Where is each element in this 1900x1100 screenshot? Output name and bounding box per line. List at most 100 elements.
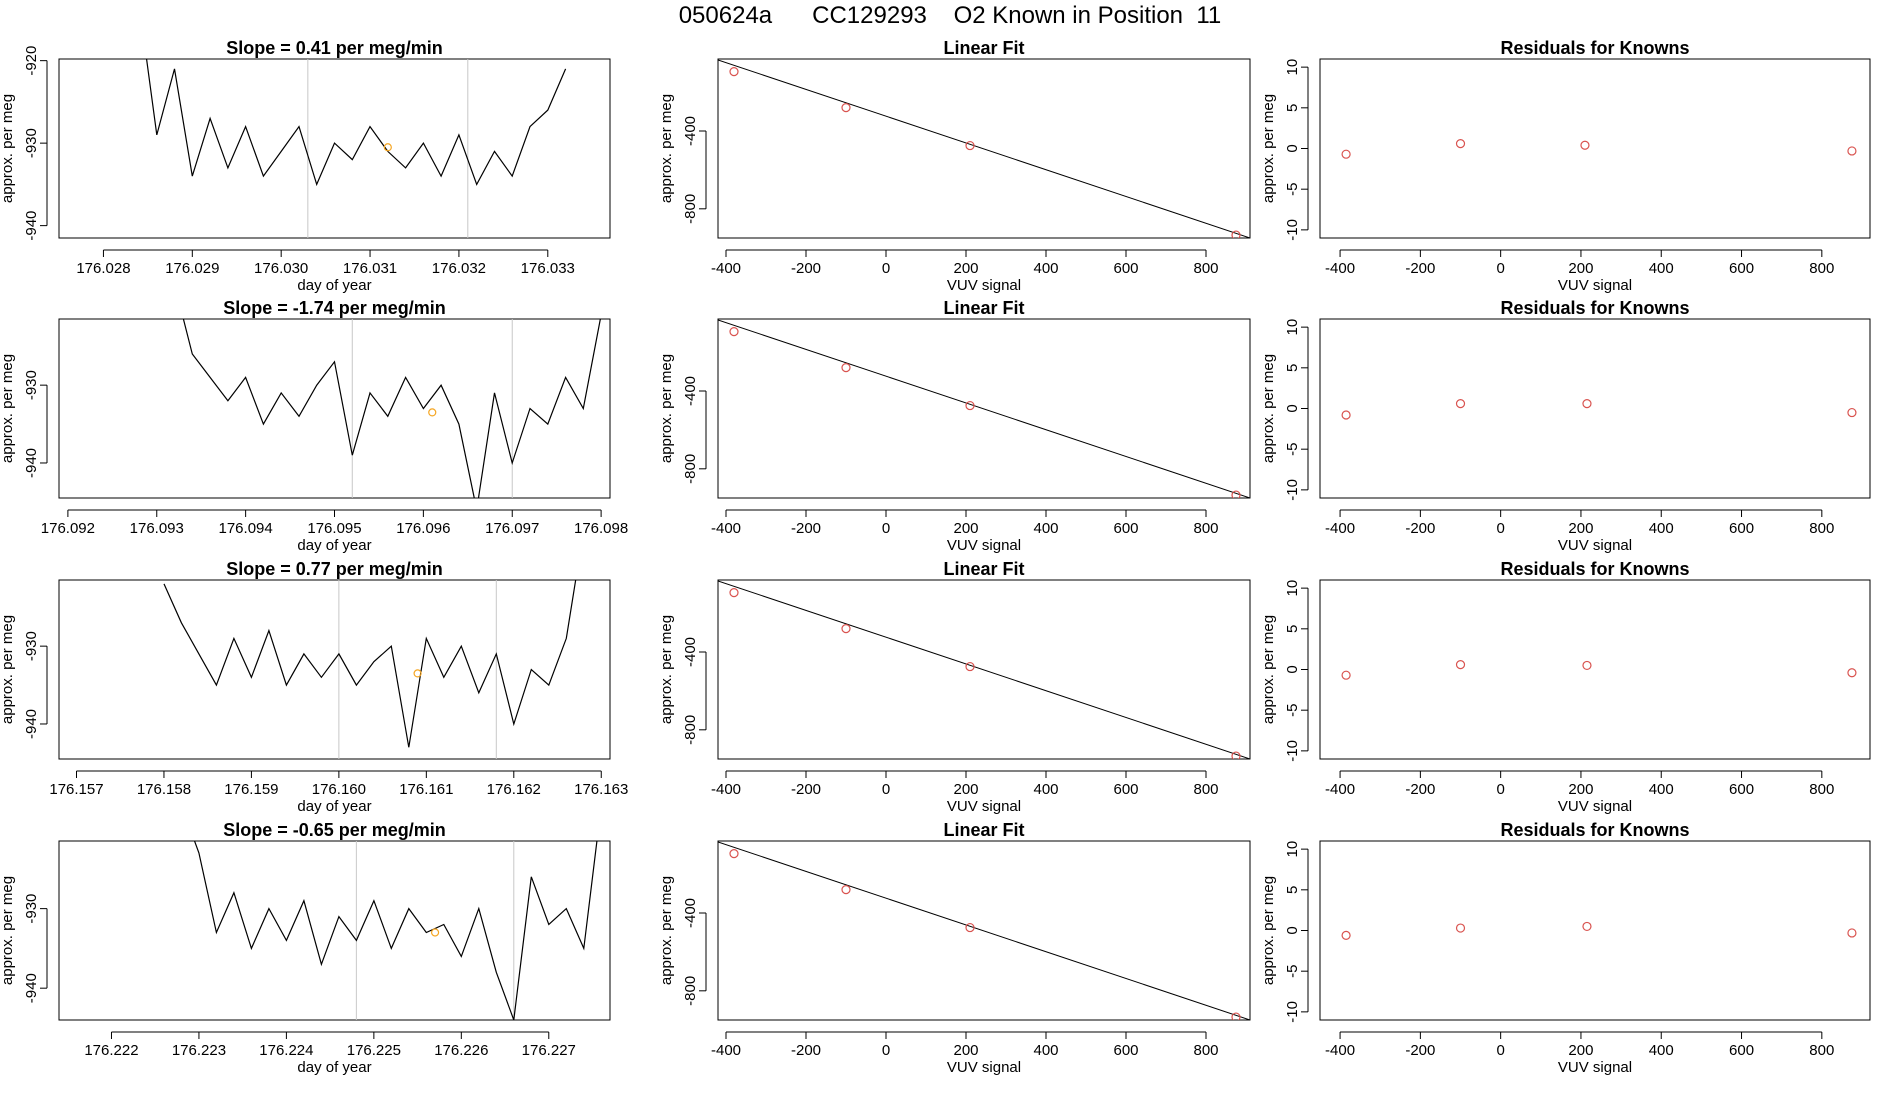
data-point	[729, 327, 739, 337]
x-tick-label: 176.161	[399, 781, 453, 798]
x-tick-label: 600	[1113, 1042, 1138, 1059]
y-tick-label: 10	[1284, 59, 1301, 76]
plot-area	[1341, 139, 1857, 159]
chart-title: Residuals for Knowns	[1500, 820, 1689, 840]
x-tick-label: 800	[1809, 520, 1834, 537]
plot-area	[193, 841, 598, 1020]
chart-row1-timeseries: Slope = 0.41 per meg/min 176.028 176.029 17…	[0, 38, 611, 294]
x-tick-label: 176.096	[396, 520, 450, 537]
series-line	[182, 319, 601, 498]
y-tick-label: 0	[1284, 404, 1301, 412]
chart-row3-residuals: Residuals for Knowns -400 -200 0 200 400 600 80…	[1260, 559, 1871, 815]
y-tick-label: 0	[1284, 926, 1301, 934]
y-tick-label: -930	[23, 370, 40, 400]
x-axis-label: VUV signal	[947, 277, 1021, 294]
x-tick-label: 176.094	[219, 520, 273, 537]
x-tick-label: 0	[882, 260, 890, 277]
x-tick-label: 400	[1649, 520, 1674, 537]
x-tick-label: 200	[953, 520, 978, 537]
x-tick-label: 176.033	[521, 260, 575, 277]
chart-title: Linear Fit	[943, 38, 1024, 58]
y-tick-label: 10	[1284, 580, 1301, 597]
data-point	[1847, 668, 1857, 678]
plot-frame	[717, 318, 1251, 499]
marker-point	[383, 143, 392, 152]
data-point	[1341, 670, 1351, 680]
x-tick-label: 800	[1193, 781, 1218, 798]
chart-title: Slope = -0.65 per meg/min	[223, 820, 446, 840]
y-tick-label: -800	[682, 454, 699, 484]
y-axis-label: approx. per meg	[1260, 94, 1277, 203]
x-tick-label: -400	[1325, 1042, 1355, 1059]
y-tick-label: -5	[1284, 704, 1301, 717]
x-tick-label: -400	[711, 260, 741, 277]
data-point	[841, 624, 851, 634]
data-point	[1231, 1012, 1241, 1020]
x-tick-label: 176.223	[172, 1042, 226, 1059]
chart-title: Linear Fit	[943, 298, 1024, 318]
data-point	[1580, 140, 1590, 150]
x-tick-label: 400	[1033, 260, 1058, 277]
x-axis-label: VUV signal	[1558, 1059, 1632, 1076]
y-tick-label: 0	[1284, 144, 1301, 152]
x-tick-label: 600	[1729, 1042, 1754, 1059]
marker-point	[430, 928, 440, 937]
y-axis-label: approx. per meg	[1260, 876, 1277, 985]
x-tick-label: 176.163	[574, 781, 628, 798]
x-tick-label: -400	[1325, 781, 1355, 798]
chart-title: Residuals for Knowns	[1500, 38, 1689, 58]
x-tick-label: 800	[1193, 260, 1218, 277]
y-tick-label: -400	[682, 637, 699, 667]
x-tick-label: 400	[1033, 781, 1058, 798]
x-tick-label: 200	[1568, 520, 1593, 537]
y-axis-label: approx. per meg	[1260, 354, 1277, 463]
x-tick-label: 176.160	[312, 781, 366, 798]
data-point	[965, 140, 975, 151]
y-axis-label: approx. per meg	[0, 354, 16, 463]
data-point	[965, 661, 975, 672]
x-tick-label: 0	[1496, 1042, 1504, 1059]
x-tick-label: 0	[1496, 781, 1504, 798]
data-point	[1455, 923, 1466, 933]
x-tick-label: 400	[1649, 260, 1674, 277]
chart-title: Linear Fit	[943, 820, 1024, 840]
x-tick-label: -200	[791, 1042, 821, 1059]
data-point	[1341, 149, 1351, 159]
data-point	[1582, 660, 1592, 671]
chart-row4-timeseries: Slope = -0.65 per meg/min 176.222 176.223 1…	[0, 820, 611, 1076]
x-tick-label: 0	[882, 1042, 890, 1059]
data-point	[1582, 921, 1592, 932]
plot-frame	[58, 579, 611, 760]
plot-frame	[717, 58, 1251, 239]
plot-area	[145, 59, 567, 238]
data-point	[1341, 930, 1351, 940]
plot-frame	[1319, 58, 1871, 239]
x-tick-label: 400	[1649, 1042, 1674, 1059]
x-tick-label: 176.159	[224, 781, 278, 798]
x-axis-label: VUV signal	[947, 1059, 1021, 1076]
plot-area	[718, 319, 1250, 498]
x-tick-label: 176.092	[41, 520, 95, 537]
marker-point	[428, 408, 437, 417]
y-tick-label: 0	[1284, 665, 1301, 673]
x-tick-label: -200	[1405, 520, 1435, 537]
x-tick-label: 176.098	[574, 520, 628, 537]
marker-point	[413, 669, 422, 678]
data-point	[1847, 928, 1857, 938]
x-axis-label: day of year	[297, 537, 371, 554]
plot-frame	[717, 840, 1251, 1021]
data-point	[1341, 410, 1351, 420]
x-axis-label: day of year	[297, 798, 371, 815]
x-tick-label: 600	[1729, 260, 1754, 277]
x-tick-label: 200	[1568, 1042, 1593, 1059]
x-axis-label: day of year	[297, 277, 371, 294]
x-tick-label: 600	[1113, 520, 1138, 537]
x-tick-label: 176.225	[347, 1042, 401, 1059]
y-tick-label: -800	[682, 715, 699, 745]
fit-line	[718, 580, 1250, 759]
x-tick-label: 800	[1809, 260, 1834, 277]
y-axis-label: approx. per meg	[658, 94, 675, 203]
x-tick-label: 176.030	[254, 260, 308, 277]
x-tick-label: 800	[1809, 1042, 1834, 1059]
